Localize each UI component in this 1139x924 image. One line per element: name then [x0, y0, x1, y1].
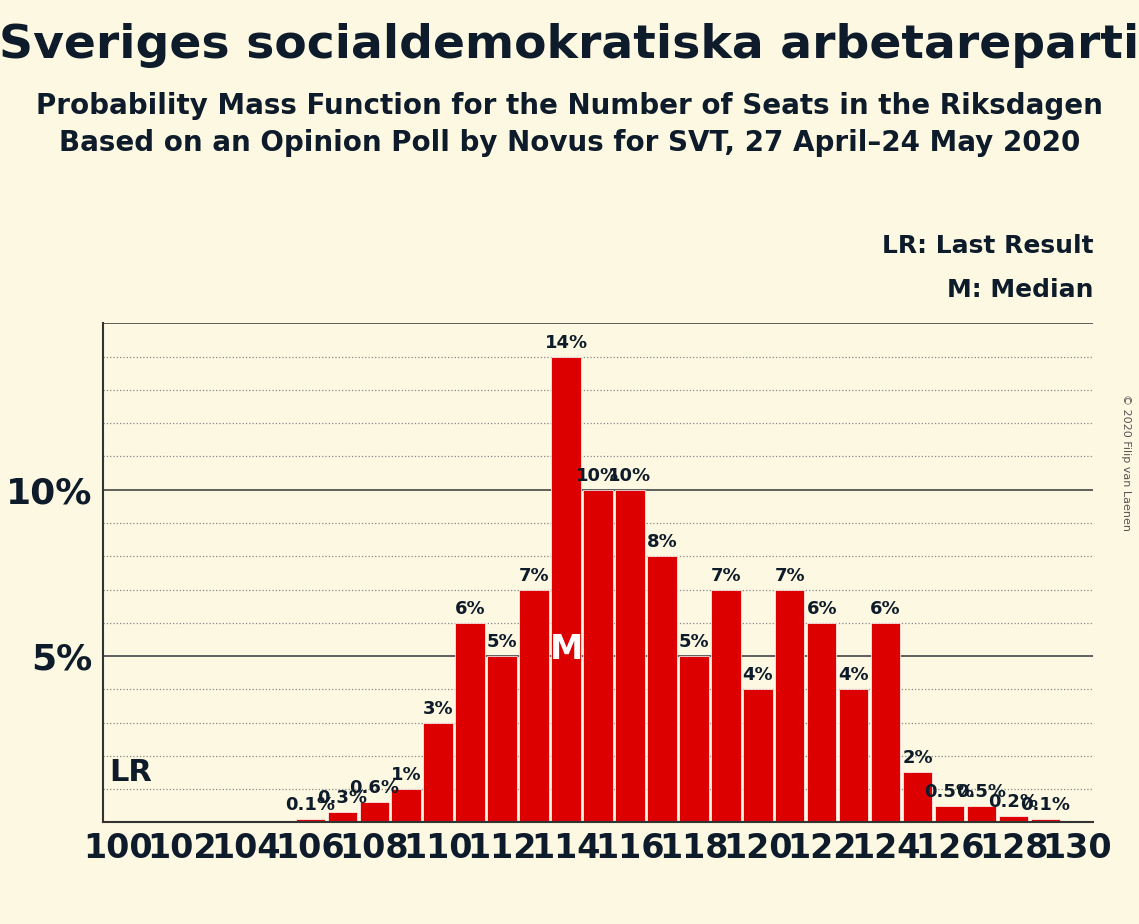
Bar — [328, 812, 357, 822]
Text: 0.5%: 0.5% — [925, 783, 975, 801]
Bar — [808, 623, 836, 822]
Text: 4%: 4% — [743, 666, 773, 685]
Bar — [743, 689, 772, 822]
Text: LR: LR — [109, 758, 151, 787]
Bar — [360, 802, 388, 822]
Text: M: M — [549, 633, 583, 666]
Text: 14%: 14% — [544, 334, 588, 352]
Bar — [1031, 819, 1060, 822]
Text: Sveriges socialdemokratiska arbetareparti: Sveriges socialdemokratiska arbetarepart… — [0, 23, 1139, 68]
Bar — [999, 816, 1029, 822]
Text: Based on an Opinion Poll by Novus for SVT, 27 April–24 May 2020: Based on an Opinion Poll by Novus for SV… — [59, 129, 1080, 157]
Text: 3%: 3% — [423, 699, 453, 718]
Text: 10%: 10% — [576, 467, 620, 485]
Bar — [456, 623, 485, 822]
Text: 0.5%: 0.5% — [957, 783, 1007, 801]
Text: © 2020 Filip van Laenen: © 2020 Filip van Laenen — [1121, 394, 1131, 530]
Bar — [647, 556, 677, 822]
Text: 5%: 5% — [486, 633, 517, 651]
Text: 5%: 5% — [679, 633, 710, 651]
Text: Probability Mass Function for the Number of Seats in the Riksdagen: Probability Mass Function for the Number… — [36, 92, 1103, 120]
Text: 7%: 7% — [775, 566, 805, 585]
Bar — [296, 819, 325, 822]
Bar — [424, 723, 453, 822]
Bar — [519, 590, 549, 822]
Text: M: Median: M: Median — [947, 278, 1093, 302]
Text: 6%: 6% — [806, 600, 837, 618]
Text: 0.1%: 0.1% — [285, 796, 335, 814]
Text: 8%: 8% — [647, 533, 678, 552]
Bar — [903, 772, 933, 822]
Bar — [615, 490, 645, 822]
Text: 6%: 6% — [870, 600, 901, 618]
Bar — [583, 490, 613, 822]
Text: 0.2%: 0.2% — [989, 793, 1039, 810]
Bar — [392, 789, 421, 822]
Text: 10%: 10% — [608, 467, 652, 485]
Text: 6%: 6% — [454, 600, 485, 618]
Text: 0.3%: 0.3% — [318, 789, 367, 808]
Text: 2%: 2% — [902, 749, 933, 768]
Bar — [551, 357, 581, 822]
Text: 0.6%: 0.6% — [350, 780, 399, 797]
Text: 7%: 7% — [518, 566, 549, 585]
Text: 4%: 4% — [838, 666, 869, 685]
Text: LR: Last Result: LR: Last Result — [882, 234, 1093, 258]
Bar — [487, 656, 517, 822]
Bar — [967, 806, 997, 822]
Bar — [775, 590, 804, 822]
Text: 1%: 1% — [391, 766, 421, 784]
Bar — [839, 689, 868, 822]
Text: 0.1%: 0.1% — [1021, 796, 1071, 814]
Bar — [935, 806, 965, 822]
Bar — [679, 656, 708, 822]
Bar — [871, 623, 900, 822]
Bar — [711, 590, 740, 822]
Text: 7%: 7% — [711, 566, 741, 585]
